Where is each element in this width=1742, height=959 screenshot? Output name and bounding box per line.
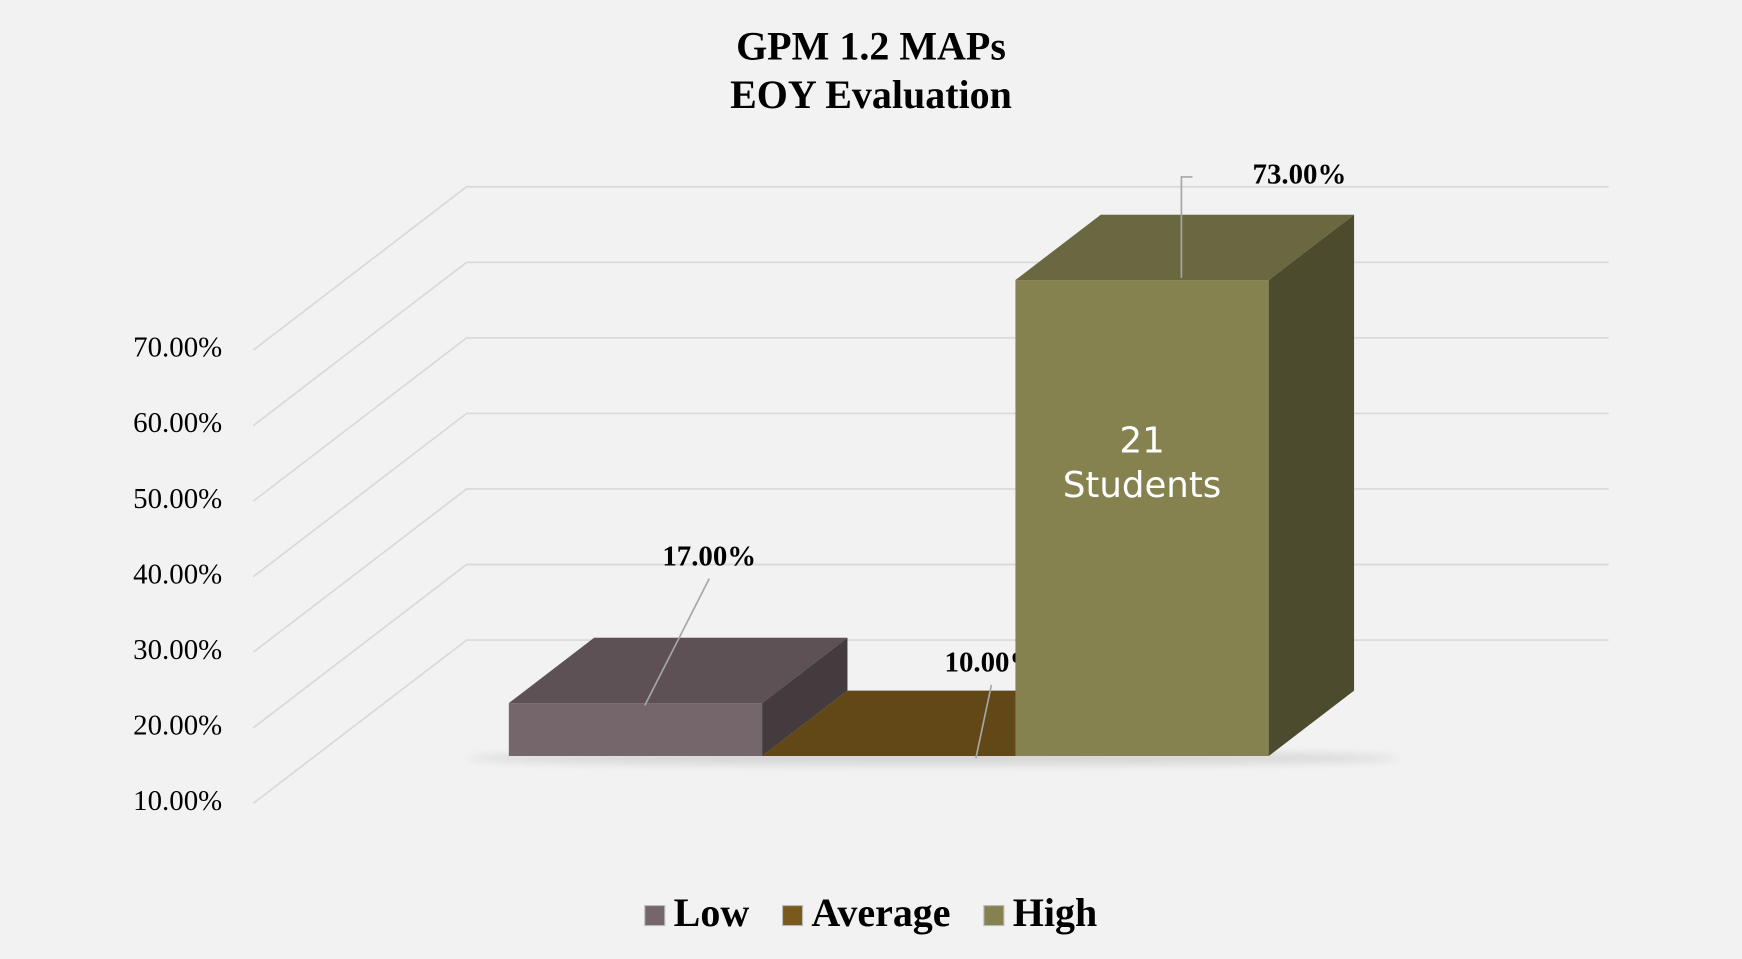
legend-swatch bbox=[781, 905, 804, 927]
bar-annotation: Students bbox=[1063, 465, 1221, 506]
y-tick-label: 40.00% bbox=[133, 558, 222, 590]
bar-side-shade bbox=[762, 637, 848, 756]
legend-swatch bbox=[983, 905, 1005, 927]
bar bbox=[508, 637, 848, 756]
value-label: 17.00% bbox=[662, 540, 756, 572]
legend-label: Average bbox=[811, 890, 950, 935]
y-tick-label: 10.00% bbox=[133, 785, 222, 817]
chart-subtitle: EOY Evaluation bbox=[730, 72, 1012, 117]
bar-annotation: 21 bbox=[1119, 420, 1164, 461]
y-tick-label: 30.00% bbox=[133, 634, 222, 666]
bar-top bbox=[508, 637, 848, 704]
y-tick-label: 70.00% bbox=[133, 332, 222, 364]
legend-label: High bbox=[1013, 890, 1097, 935]
bar-top-shade bbox=[508, 637, 848, 704]
bar-side-shade bbox=[1268, 214, 1355, 756]
bar-side bbox=[762, 637, 848, 756]
legend-label: Low bbox=[674, 890, 750, 935]
bar bbox=[1015, 214, 1355, 756]
y-tick-label: 20.00% bbox=[133, 709, 222, 741]
chart-title: GPM 1.2 MAPs bbox=[736, 23, 1006, 68]
y-tick-label: 60.00% bbox=[133, 407, 222, 439]
leader-line bbox=[975, 684, 993, 759]
grid-line bbox=[252, 185, 1609, 351]
y-tick-label: 50.00% bbox=[133, 483, 222, 515]
bar-side bbox=[1268, 214, 1355, 756]
value-label: 73.00% bbox=[1253, 159, 1347, 191]
bar-top bbox=[1015, 214, 1355, 281]
leader-line bbox=[1180, 176, 1193, 278]
leader-line bbox=[644, 578, 710, 706]
bar-front bbox=[1015, 280, 1269, 756]
bar-front bbox=[508, 703, 763, 756]
bar-top-shade bbox=[1015, 214, 1355, 281]
legend-swatch bbox=[644, 905, 666, 927]
